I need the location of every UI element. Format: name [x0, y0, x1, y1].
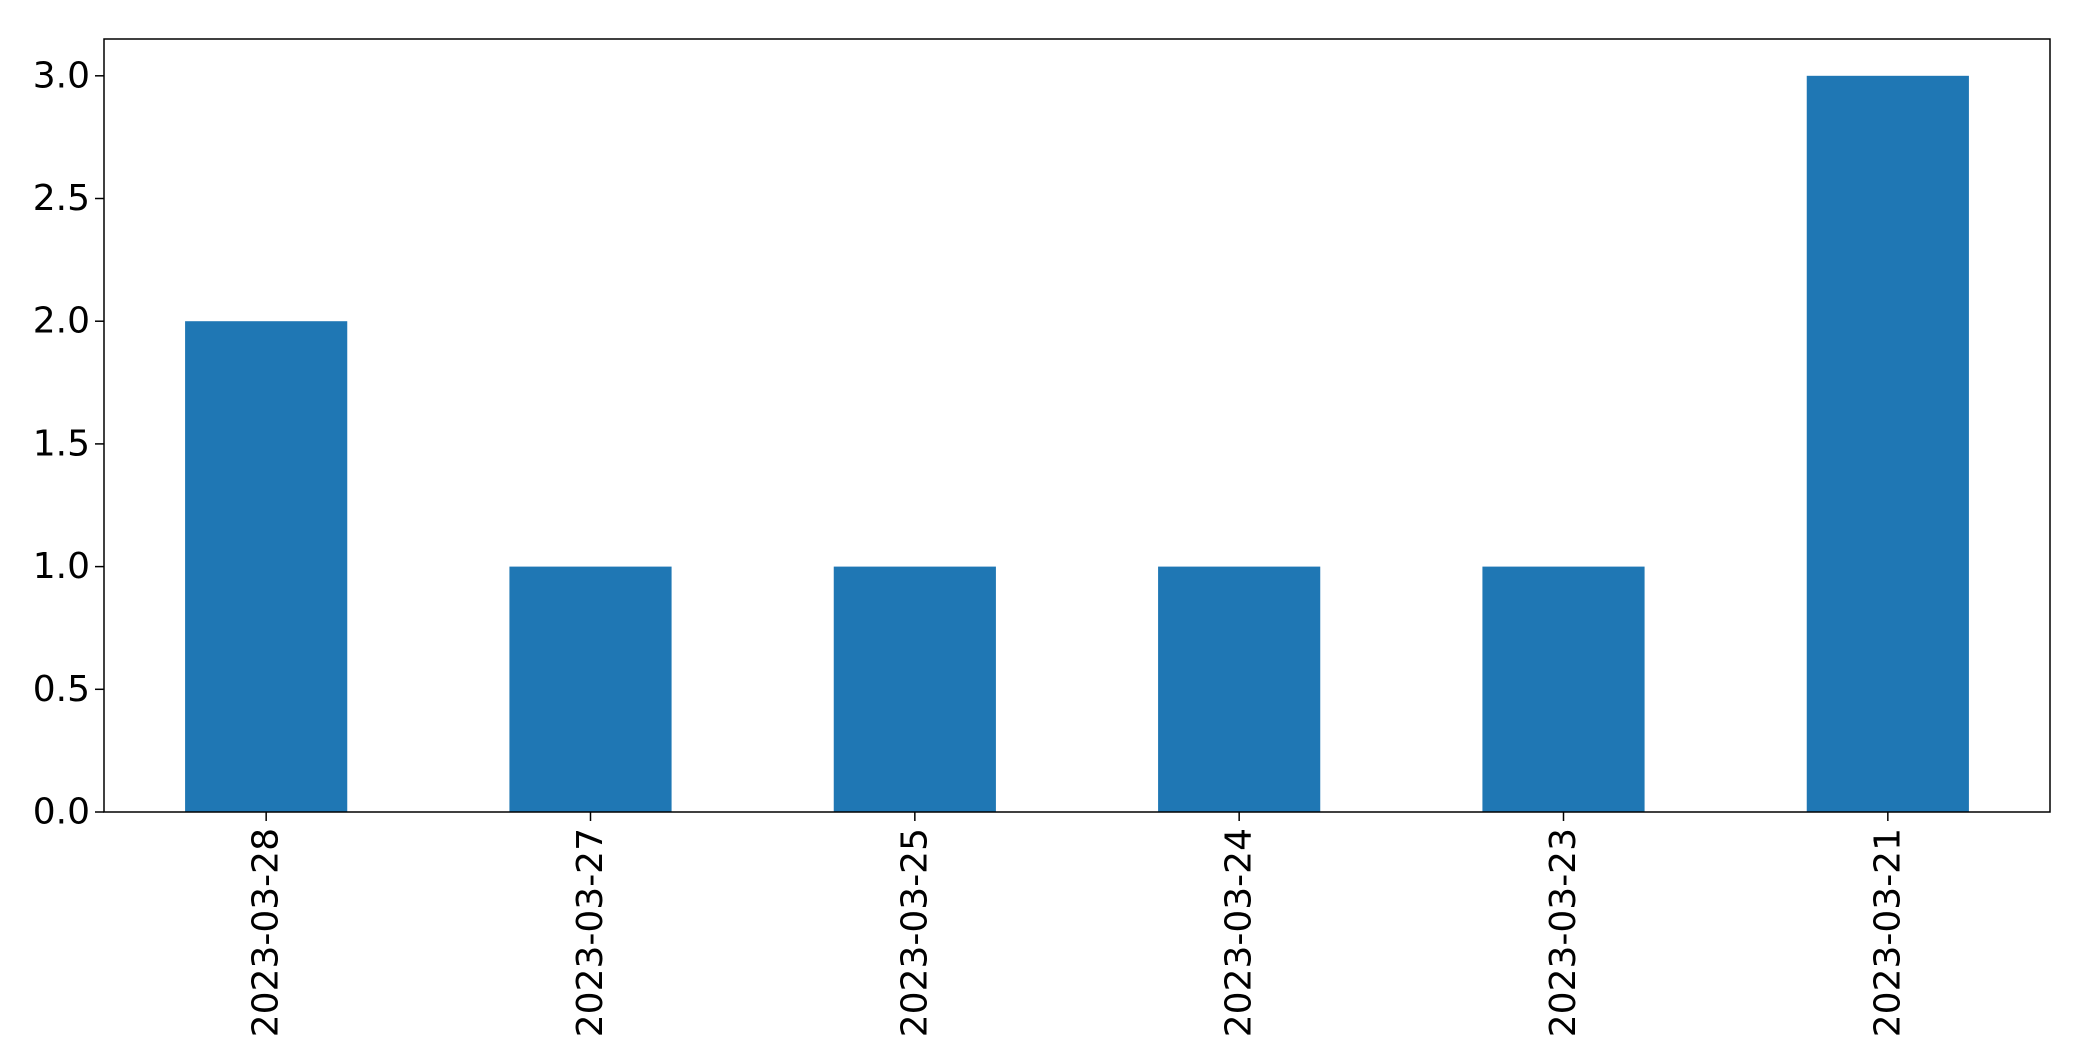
bar-2023-03-23 — [1482, 566, 1645, 812]
y-tick-label: 1.0 — [33, 546, 90, 587]
x-tick-label: 2023-03-27 — [570, 828, 611, 1037]
y-axis: 0.0 0.5 1.0 1.5 2.0 2.5 3.0 — [33, 55, 104, 833]
bar-2023-03-21 — [1806, 75, 1969, 813]
plot-frame — [103, 38, 2051, 813]
x-tick-label: 2023-03-23 — [1543, 828, 1584, 1037]
bar-2023-03-27 — [509, 566, 672, 812]
x-axis: 2023-03-28 2023-03-27 2023-03-25 2023-03-24… — [246, 812, 1908, 1037]
bar-2023-03-25 — [833, 566, 996, 812]
x-tick-label: 2023-03-28 — [246, 828, 287, 1037]
y-tick-label: 2.0 — [33, 301, 90, 342]
bar-2023-03-28 — [185, 321, 348, 812]
y-tick-label: 1.5 — [33, 423, 90, 464]
x-tick-label: 2023-03-25 — [894, 828, 935, 1037]
bar-2023-03-24 — [1158, 566, 1321, 812]
y-tick-label: 3.0 — [33, 55, 90, 96]
x-tick-label: 2023-03-24 — [1219, 828, 1260, 1037]
y-tick-label: 2.5 — [33, 178, 90, 219]
y-tick-label: 0.0 — [33, 792, 90, 833]
bars-layer — [185, 75, 1969, 813]
y-tick-label: 0.5 — [33, 669, 90, 710]
x-tick-label: 2023-03-21 — [1867, 828, 1908, 1037]
